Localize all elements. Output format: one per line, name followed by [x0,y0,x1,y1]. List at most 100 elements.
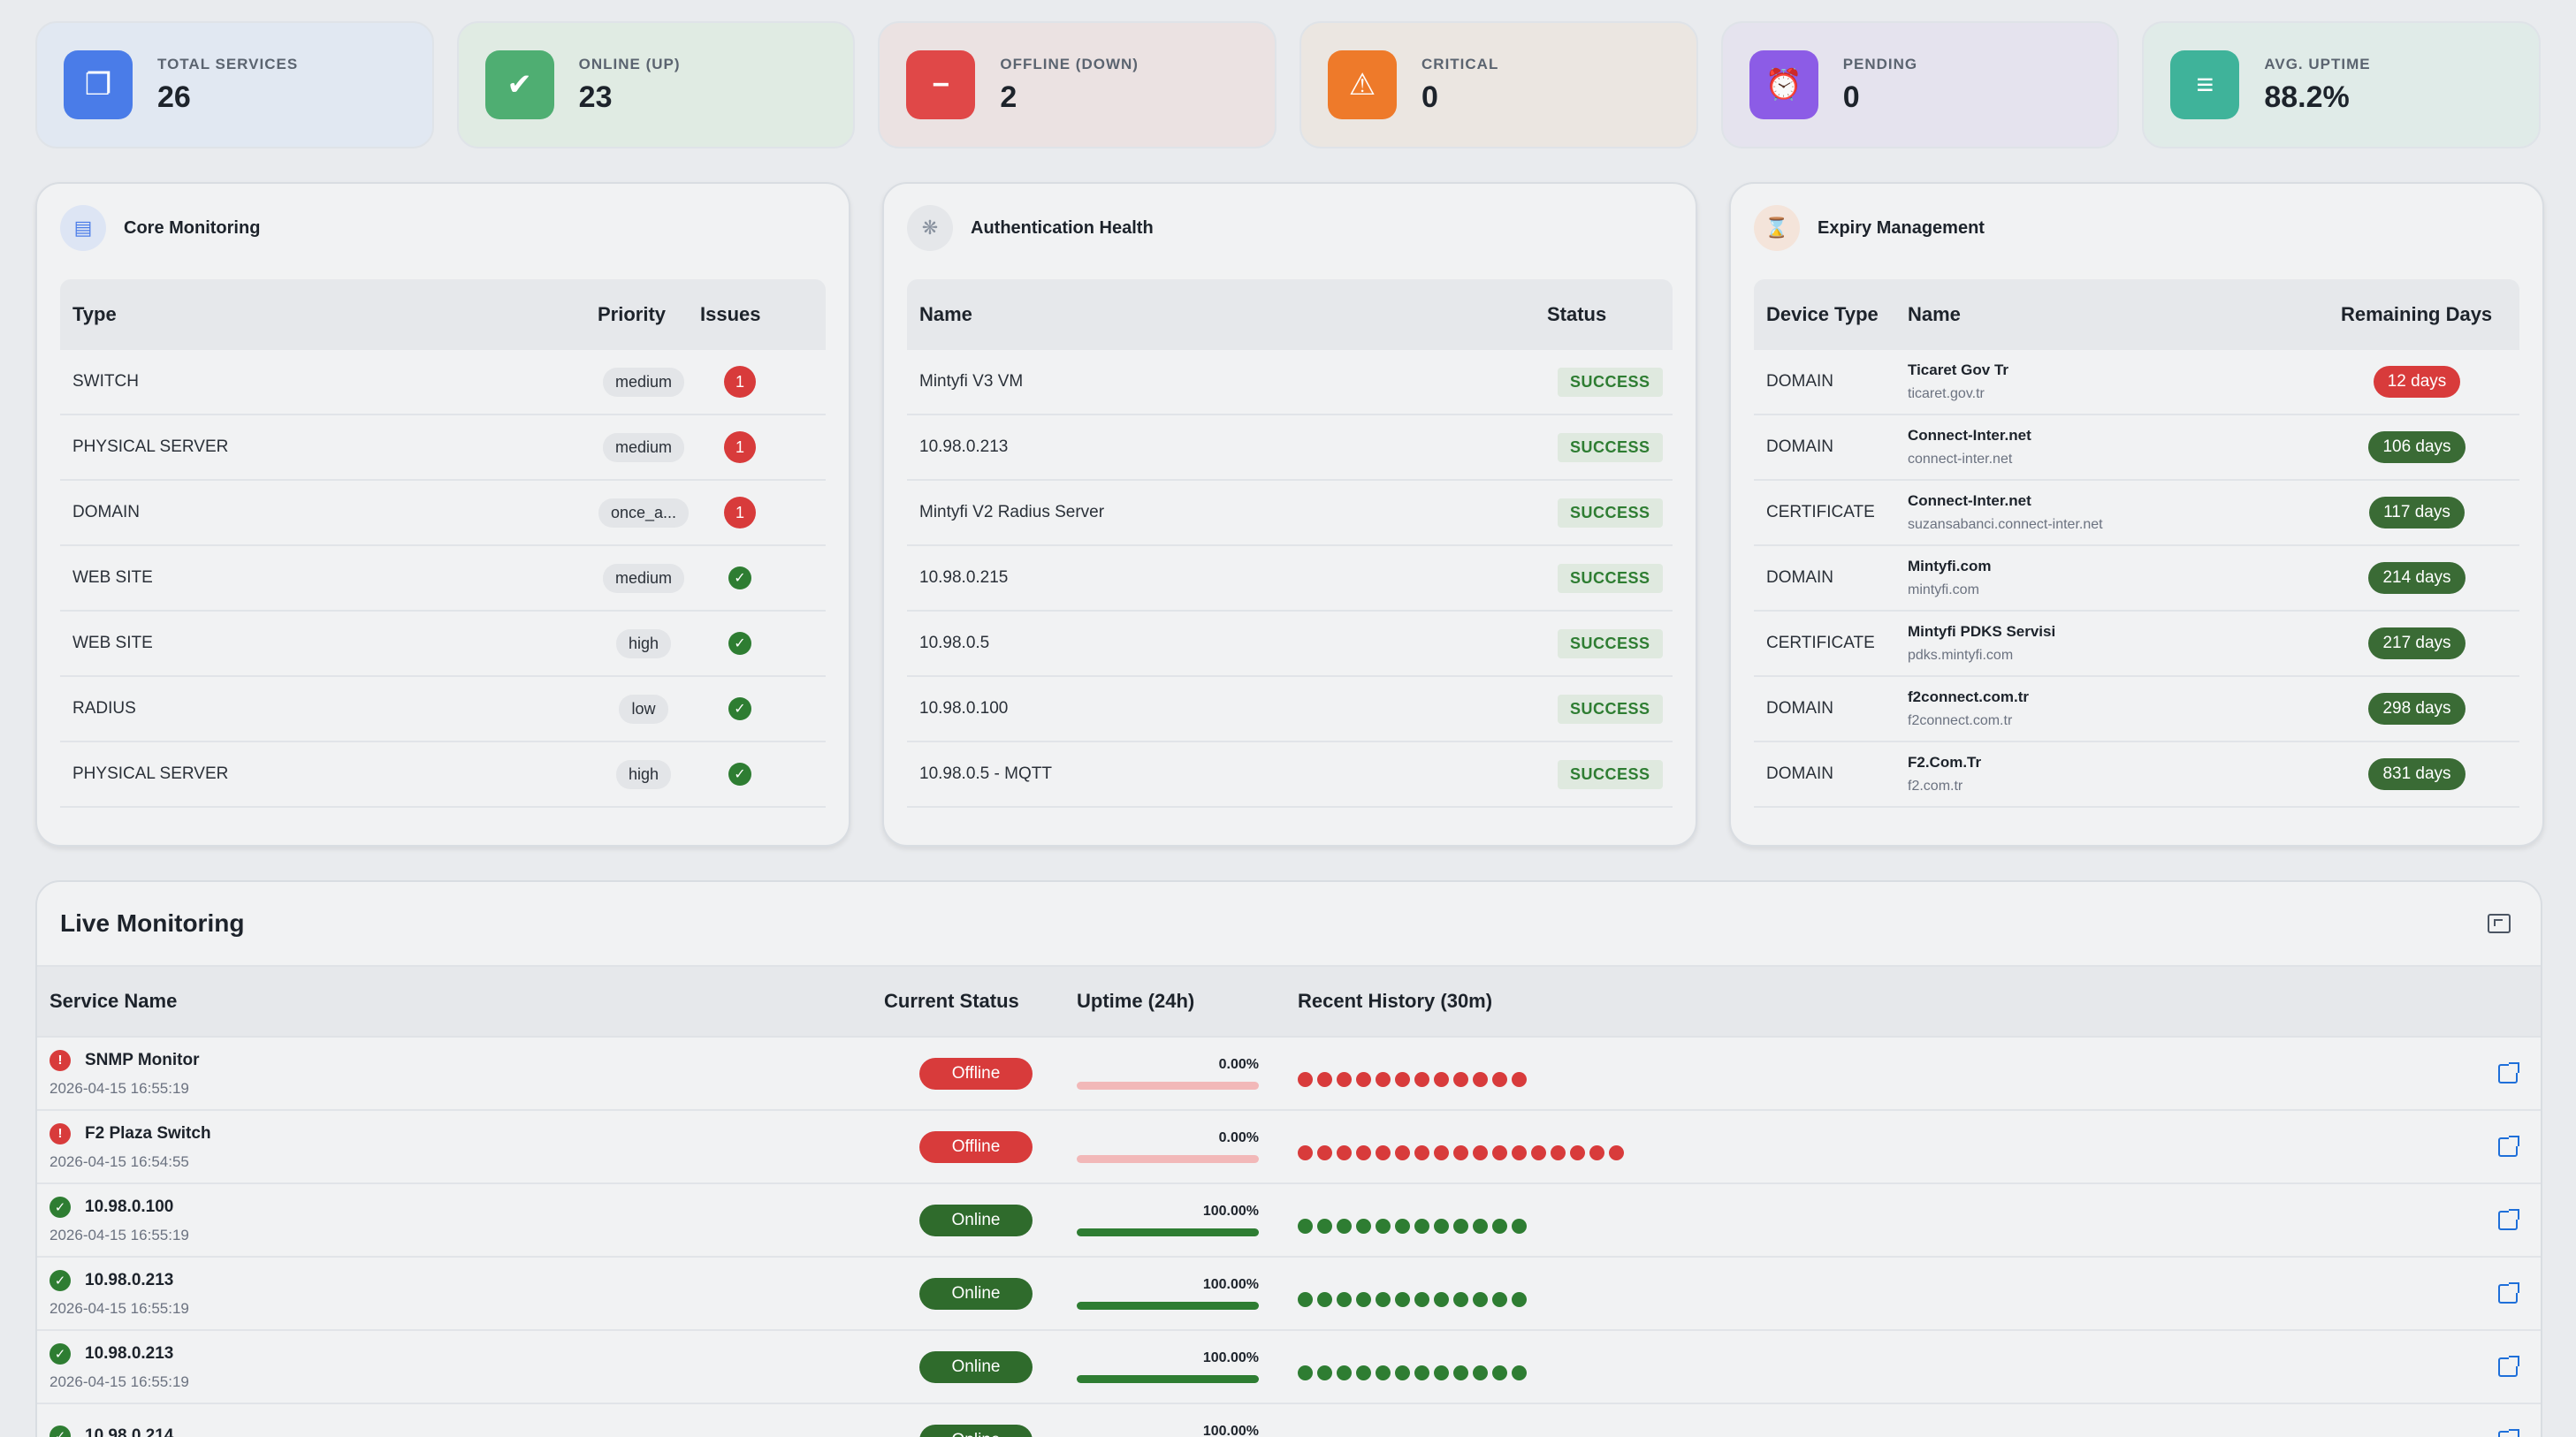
table-row[interactable]: ✓ 10.98.0.214 Online 100.00% [37,1404,2541,1437]
history-dot[interactable] [1512,1365,1527,1380]
history-dot[interactable] [1376,1219,1391,1234]
history-dot[interactable] [1337,1145,1352,1160]
history-dot[interactable] [1298,1292,1313,1307]
open-external-icon[interactable] [2498,1355,2519,1377]
history-dot[interactable] [1512,1219,1527,1234]
history-dot[interactable] [1298,1219,1313,1234]
history-dot[interactable] [1434,1145,1449,1160]
history-dot[interactable] [1395,1292,1410,1307]
open-external-icon[interactable] [2498,1281,2519,1304]
history-dot[interactable] [1414,1145,1429,1160]
history-dot[interactable] [1395,1145,1410,1160]
history-dot[interactable] [1453,1292,1468,1307]
history-dot[interactable] [1298,1365,1313,1380]
table-row[interactable]: PHYSICAL SERVER high ✓ [60,742,826,808]
table-row[interactable]: DOMAIN Mintyfi.com mintyfi.com 214 days [1754,546,2519,612]
history-dot[interactable] [1395,1219,1410,1234]
history-dot[interactable] [1512,1072,1527,1087]
column-header[interactable]: Name [1908,303,1961,325]
table-row[interactable]: CERTIFICATE Connect-Inter.net suzansabanci… [1754,481,2519,546]
stat-card[interactable]: ≡ AVG. UPTIME 88.2% [2142,21,2542,148]
history-dot[interactable] [1512,1292,1527,1307]
table-row[interactable]: WEB SITE medium ✓ [60,546,826,612]
history-dot[interactable] [1453,1072,1468,1087]
column-header[interactable]: Recent History (30m) [1298,990,1493,1012]
history-dot[interactable] [1337,1072,1352,1087]
history-dot[interactable] [1317,1145,1332,1160]
history-dot[interactable] [1551,1145,1566,1160]
history-dot[interactable] [1356,1365,1371,1380]
table-row[interactable]: ✓ 10.98.0.100 2026-04-15 16:55:19 Online 100… [37,1184,2541,1258]
stat-card[interactable]: ⏰ PENDING 0 [1720,21,2120,148]
table-row[interactable]: 10.98.0.100 SUCCESS [907,677,1673,742]
column-header[interactable]: Name [919,303,972,325]
table-row[interactable]: DOMAIN Ticaret Gov Tr ticaret.gov.tr 12 day… [1754,350,2519,415]
history-dot[interactable] [1473,1292,1488,1307]
table-row[interactable]: ✓ 10.98.0.213 2026-04-15 16:55:19 Online 100… [37,1258,2541,1331]
table-row[interactable]: ! SNMP Monitor 2026-04-15 16:55:19 Offline 0… [37,1038,2541,1111]
history-dot[interactable] [1473,1219,1488,1234]
history-dot[interactable] [1453,1365,1468,1380]
column-header[interactable]: Priority [598,303,667,325]
table-row[interactable]: DOMAIN F2.Com.Tr f2.com.tr 831 days [1754,742,2519,808]
history-dot[interactable] [1356,1219,1371,1234]
table-row[interactable]: RADIUS low ✓ [60,677,826,742]
history-dot[interactable] [1492,1219,1507,1234]
history-dot[interactable] [1337,1292,1352,1307]
history-dot[interactable] [1492,1072,1507,1087]
history-dot[interactable] [1492,1292,1507,1307]
history-dot[interactable] [1356,1292,1371,1307]
table-row[interactable]: 10.98.0.5 - MQTT SUCCESS [907,742,1673,808]
column-header[interactable]: Uptime (24h) [1077,990,1195,1012]
history-dot[interactable] [1473,1145,1488,1160]
history-dot[interactable] [1453,1145,1468,1160]
history-dot[interactable] [1414,1219,1429,1234]
history-dot[interactable] [1317,1292,1332,1307]
table-row[interactable]: WEB SITE high ✓ [60,612,826,677]
table-row[interactable]: DOMAIN f2connect.com.tr f2connect.com.tr 29… [1754,677,2519,742]
history-dot[interactable] [1570,1145,1585,1160]
table-row[interactable]: CERTIFICATE Mintyfi PDKS Servisi pdks.mint… [1754,612,2519,677]
history-dot[interactable] [1589,1145,1604,1160]
expand-icon[interactable] [2488,914,2511,933]
stat-card[interactable]: ❐ TOTAL SERVICES 26 [35,21,434,148]
history-dot[interactable] [1531,1145,1546,1160]
stat-card[interactable]: − OFFLINE (DOWN) 2 [878,21,1277,148]
history-dot[interactable] [1414,1365,1429,1380]
history-dot[interactable] [1356,1072,1371,1087]
history-dot[interactable] [1434,1365,1449,1380]
history-dot[interactable] [1395,1365,1410,1380]
open-external-icon[interactable] [2498,1061,2519,1083]
stat-card[interactable]: ⚠ CRITICAL 0 [1299,21,1698,148]
history-dot[interactable] [1434,1219,1449,1234]
history-dot[interactable] [1376,1072,1391,1087]
table-row[interactable]: 10.98.0.213 SUCCESS [907,415,1673,481]
history-dot[interactable] [1298,1072,1313,1087]
column-header[interactable]: Remaining Days [2341,303,2493,325]
table-row[interactable]: DOMAIN Connect-Inter.net connect-inter.net… [1754,415,2519,481]
table-row[interactable]: 10.98.0.5 SUCCESS [907,612,1673,677]
column-header[interactable]: Status [1547,303,1607,325]
history-dot[interactable] [1337,1365,1352,1380]
history-dot[interactable] [1609,1145,1624,1160]
history-dot[interactable] [1356,1145,1371,1160]
history-dot[interactable] [1434,1292,1449,1307]
column-header[interactable]: Service Name [50,990,178,1012]
table-row[interactable]: 10.98.0.215 SUCCESS [907,546,1673,612]
history-dot[interactable] [1376,1365,1391,1380]
history-dot[interactable] [1473,1365,1488,1380]
history-dot[interactable] [1337,1219,1352,1234]
history-dot[interactable] [1512,1145,1527,1160]
open-external-icon[interactable] [2498,1208,2519,1230]
history-dot[interactable] [1453,1219,1468,1234]
stat-card[interactable]: ✔ ONLINE (UP) 23 [456,21,856,148]
table-row[interactable]: Mintyfi V2 Radius Server SUCCESS [907,481,1673,546]
history-dot[interactable] [1317,1219,1332,1234]
history-dot[interactable] [1317,1365,1332,1380]
history-dot[interactable] [1376,1292,1391,1307]
column-header[interactable]: Device Type [1766,303,1879,325]
column-header[interactable]: Current Status [884,990,1019,1012]
table-row[interactable]: ! F2 Plaza Switch 2026-04-15 16:54:55 Offli… [37,1111,2541,1184]
history-dot[interactable] [1317,1072,1332,1087]
history-dot[interactable] [1492,1145,1507,1160]
